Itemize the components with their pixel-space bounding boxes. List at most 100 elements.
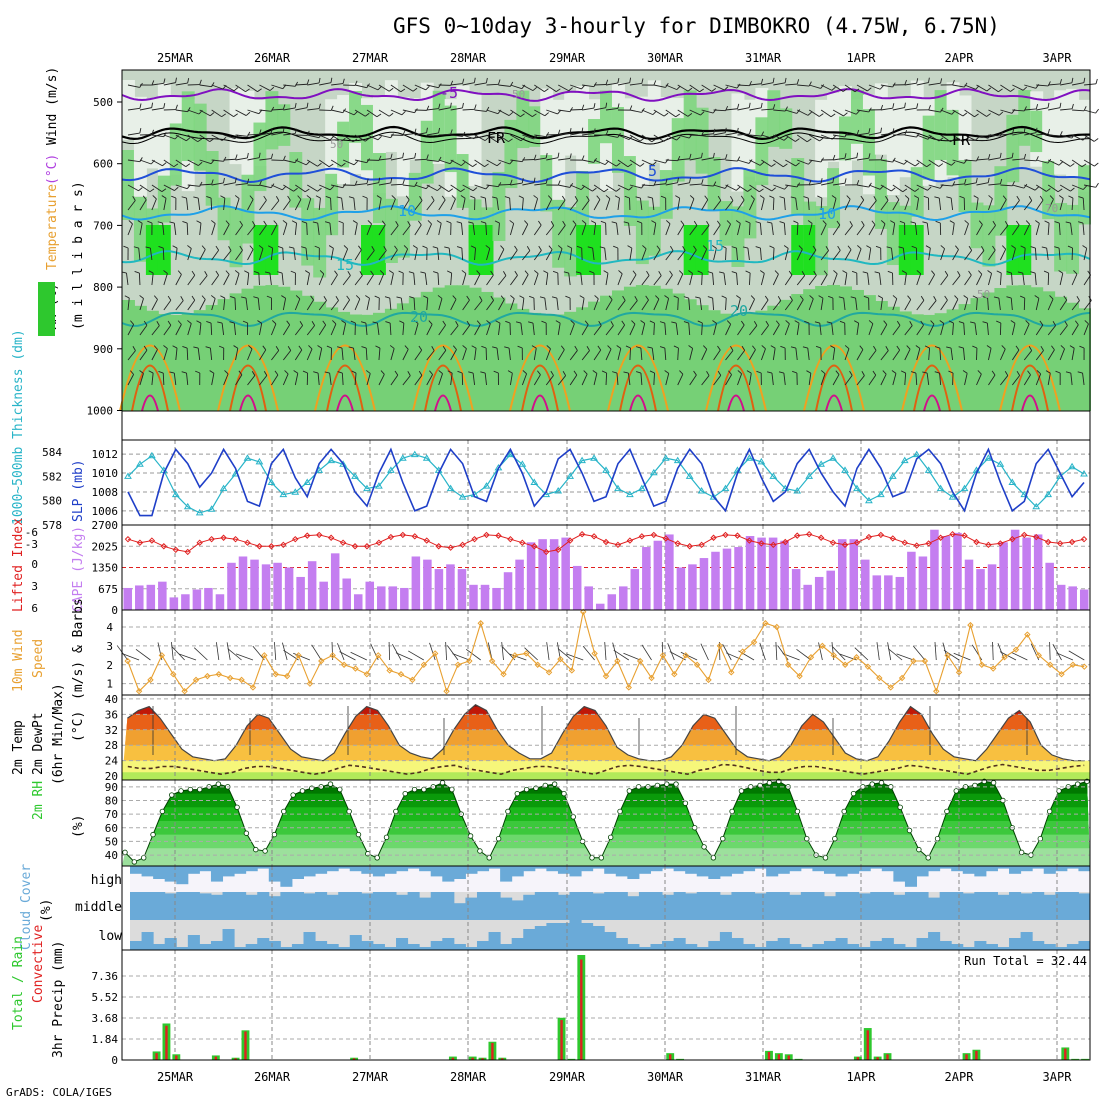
rh-point [394, 809, 399, 814]
temp-band [122, 695, 1090, 714]
rh-point [422, 787, 427, 792]
surface-wind-barb [340, 652, 356, 660]
rh-point [356, 832, 361, 837]
rh-moist-cell [373, 313, 386, 411]
cloud-bar [882, 938, 894, 950]
cloud-bar [766, 941, 778, 950]
upper-wind-label: Wind (m/s) [45, 67, 60, 145]
cape-bar [999, 542, 1008, 610]
date-label-bottom: 29MAR [549, 1070, 586, 1084]
precip-panel: Run Total = 32.447.365.523.681.840 [92, 950, 1091, 1067]
precip-conv-bar [1064, 1049, 1066, 1060]
rh-point [338, 787, 343, 792]
rh-point [674, 782, 679, 787]
contour-label: FR [487, 129, 506, 147]
cloud-bar [280, 892, 292, 920]
pressure-tick: 800 [93, 281, 113, 294]
rh-point [235, 805, 240, 810]
cloud-bar [1078, 866, 1090, 871]
cloud-bar [1078, 941, 1090, 950]
cloud-bar [928, 898, 940, 920]
rh-high-cell [373, 225, 386, 275]
surface-wind-barb [888, 642, 891, 660]
rh-point [1075, 782, 1080, 787]
precip-tick: 1.84 [92, 1033, 119, 1046]
rh-mid-cell [325, 174, 338, 235]
date-label-top: 1APR [847, 51, 877, 65]
cape-bar [147, 585, 156, 610]
surface-wind-barb [935, 642, 936, 660]
cloud-bar [546, 892, 558, 920]
rh-low-cell [457, 85, 470, 163]
cloud-bar [350, 866, 362, 871]
cloud-bar [1021, 893, 1033, 920]
wind-tick: 2 [106, 659, 113, 672]
rh-moist-cell [875, 301, 888, 411]
cloud-bar [269, 866, 281, 882]
cape-bar [331, 553, 340, 610]
cloud-bar [720, 895, 732, 920]
wind10-unit-label: (m/s) & Barbs [71, 598, 86, 700]
surface-wind-barb [236, 654, 253, 660]
cloud-bar [674, 892, 686, 920]
date-label-bottom: 28MAR [450, 1070, 487, 1084]
precip-tick: 3.68 [92, 1012, 119, 1025]
cloud-bar [685, 944, 697, 950]
rh-point [720, 836, 725, 841]
cloud-bar [153, 866, 165, 879]
cloud-bar [674, 938, 686, 950]
rh-point [151, 832, 156, 837]
cloud-bar [199, 866, 211, 871]
rh-point [917, 847, 922, 852]
cape-bar [124, 588, 133, 610]
rh-mid-cell [373, 153, 386, 223]
rh-mid-cell [230, 208, 243, 267]
precip-conv-bar [669, 1054, 671, 1060]
rh-moist-cell [684, 299, 697, 411]
cloud-bar [917, 866, 929, 876]
surface-wind-barb [897, 654, 914, 660]
cloud-bar [1009, 866, 1021, 874]
cloud-bar [442, 866, 454, 882]
cloud-bar [581, 866, 593, 871]
cloud-bar [731, 938, 743, 950]
rh-point [515, 791, 520, 796]
upper-pressure-label: (m i l l i b a r s) [71, 181, 86, 330]
precip-conv-bar [580, 960, 582, 1060]
rh-point [991, 780, 996, 785]
surface-wind-barb [396, 653, 412, 660]
cape-bar [723, 549, 732, 610]
rh-point [954, 789, 959, 794]
rh-point [571, 815, 576, 820]
rh-point [842, 809, 847, 814]
cloud-bar [1044, 866, 1056, 874]
temp2m-label: 2m Temp [11, 720, 26, 775]
cloud-bar [384, 866, 396, 874]
cape-bar [608, 594, 617, 610]
rh-low-cell [564, 93, 577, 156]
date-label-bottom: 3APR [1043, 1070, 1073, 1084]
cloud-bar [743, 944, 755, 950]
slp-tick: 1010 [92, 467, 119, 480]
cape-bar [815, 577, 824, 610]
cloud-bar [951, 944, 963, 950]
cloud-bar [905, 866, 917, 887]
surface-wind-barb [453, 654, 470, 660]
cape-bar [250, 560, 259, 610]
cloud-bar [234, 892, 246, 920]
rh-mid-cell [779, 108, 792, 148]
cloud-bar [812, 892, 824, 920]
cloud-bar [523, 929, 535, 950]
cloud-bar [130, 941, 142, 950]
cloud-bar [523, 895, 535, 920]
cloud-bar [720, 932, 732, 950]
wind-barb [163, 248, 164, 260]
cape-bar [919, 556, 928, 610]
cape-bar [665, 534, 674, 610]
rh-point [375, 856, 380, 861]
rh-moist-cell [959, 304, 972, 411]
rh-point [552, 782, 557, 787]
